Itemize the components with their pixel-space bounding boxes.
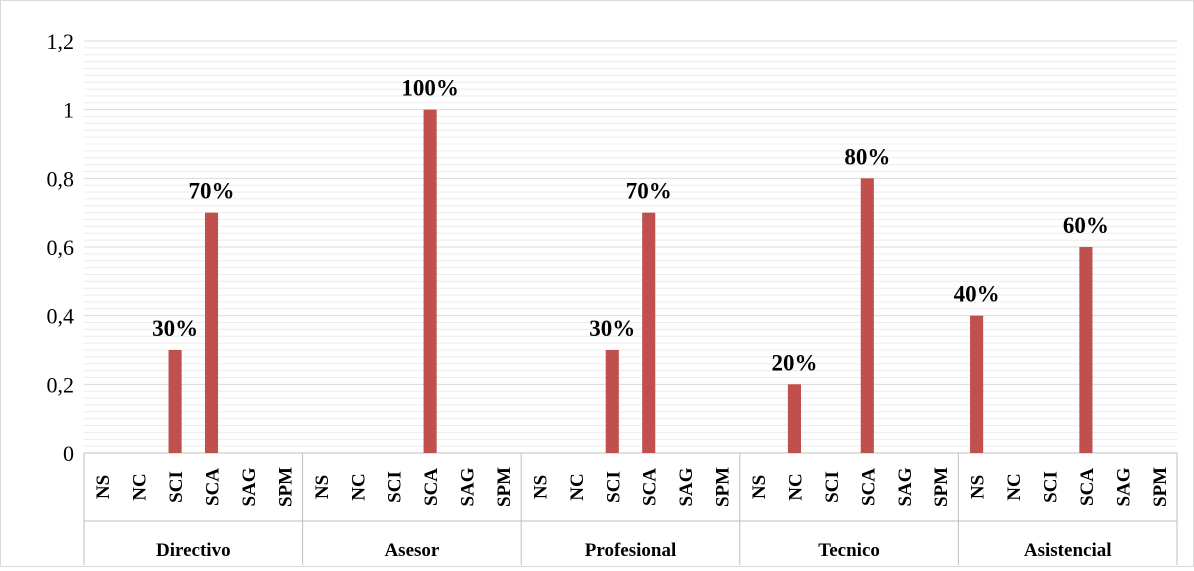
x-category-label: NS [530,475,551,499]
x-group-label: Tecnico [818,540,880,561]
bar [860,178,874,454]
y-tick-label: 0,2 [47,372,75,397]
data-label: 30% [589,316,635,341]
data-label: 30% [152,316,198,341]
x-category-label: NC [1004,473,1025,500]
x-category-label: SCI [1040,471,1061,503]
x-category-label: NC [785,473,806,500]
y-tick-label: 1,2 [47,29,75,54]
x-group-label: Asistencial [1024,540,1112,561]
x-category-label: SAG [1113,467,1134,506]
x-category-label: NS [968,475,989,499]
bar [642,212,656,453]
x-group-label: Directivo [156,540,231,561]
x-category-label: SCA [640,468,661,506]
x-category-label: SAG [895,467,916,506]
x-category-label: SAG [676,467,697,506]
data-label: 80% [844,144,890,169]
x-category-label: SCA [203,468,224,506]
x-category-label: SAG [458,467,479,506]
x-category-label: NS [749,475,770,499]
x-category-label: SCI [166,471,187,503]
bar [605,350,619,453]
y-tick-label: 0,6 [47,235,75,260]
x-category-label: NS [312,475,333,499]
x-category-label: NC [348,473,369,500]
x-group-label: Profesional [585,540,676,561]
y-tick-label: 0 [63,441,74,466]
x-category-label: SCA [421,468,442,506]
x-category-label: SCI [603,471,624,503]
x-category-label: SCI [822,471,843,503]
x-category-label: SPM [275,467,296,507]
data-label: 100% [401,76,459,101]
bar [168,350,182,453]
bar [1079,247,1093,453]
x-group-label: Asesor [384,540,439,561]
y-tick-label: 0,4 [47,304,75,329]
x-category-label: SCI [385,471,406,503]
x-category-label: SCA [1077,468,1098,506]
x-category-label: SCA [858,468,879,506]
bar [787,384,802,453]
x-category-label: SPM [494,467,515,507]
x-category-label: NC [130,473,151,500]
data-label: 60% [1063,213,1109,238]
x-category-label: SPM [931,467,952,507]
x-category-label: NC [567,473,588,500]
data-label: 40% [954,282,1000,307]
y-tick-label: 1 [63,98,74,123]
y-tick-label: 0,8 [47,166,75,191]
x-category-label: SPM [713,467,734,507]
x-category-label: SPM [1150,467,1171,507]
data-label: 70% [189,179,235,204]
bar [970,315,984,453]
data-label: 20% [771,350,817,375]
data-label: 70% [626,179,672,204]
bar [204,212,219,453]
bar [423,109,437,454]
x-category-label: SAG [239,467,260,506]
x-category-label: NS [93,475,114,499]
